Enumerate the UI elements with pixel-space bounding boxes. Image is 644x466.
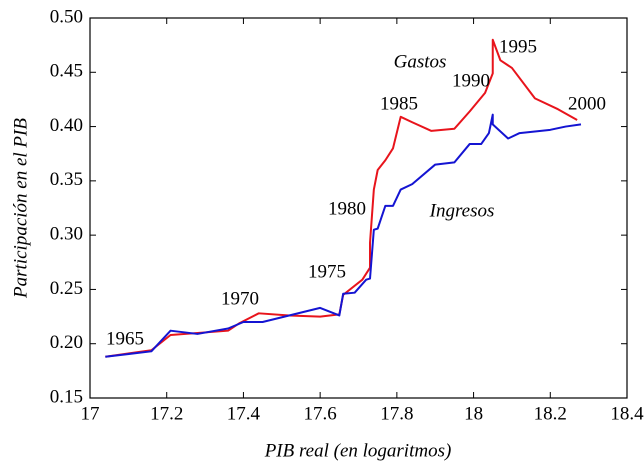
year-annotation: 1985: [380, 93, 418, 114]
x-tick-label: 17.8: [380, 403, 413, 424]
x-tick-label: 17.4: [227, 403, 261, 424]
series-label: Ingresos: [429, 200, 495, 221]
x-axis-label: PIB real (en logaritmos): [264, 440, 452, 461]
y-tick-label: 0.35: [50, 169, 83, 190]
year-annotation: 1995: [499, 36, 537, 57]
year-annotation: 1990: [452, 70, 490, 91]
series-line: [105, 113, 582, 358]
year-annotation: 2000: [568, 93, 606, 114]
y-tick-label: 0.15: [50, 386, 83, 407]
y-tick-label: 0.40: [50, 115, 83, 136]
y-tick-label: 0.50: [50, 6, 83, 27]
year-annotation: 1965: [106, 328, 144, 349]
x-tick-label: 18.4: [610, 403, 644, 424]
x-tick-label: 18: [464, 403, 483, 424]
y-tick-label: 0.25: [50, 278, 83, 299]
y-tick-label: 0.30: [50, 224, 83, 245]
x-tick-label: 17: [81, 403, 100, 424]
series-line: [105, 38, 578, 358]
y-tick-label: 0.45: [50, 61, 83, 82]
x-tick-label: 17.2: [150, 403, 183, 424]
series-label: Gastos: [394, 51, 447, 72]
year-annotation: 1970: [221, 288, 259, 309]
y-axis-label: Participación en el PIB: [10, 118, 31, 299]
year-annotation: 1975: [308, 261, 346, 282]
y-tick-label: 0.20: [50, 332, 83, 353]
year-annotation: 1980: [328, 198, 366, 219]
x-tick-label: 18.2: [534, 403, 567, 424]
x-tick-label: 17.6: [304, 403, 337, 424]
plot-frame: [89, 17, 628, 399]
